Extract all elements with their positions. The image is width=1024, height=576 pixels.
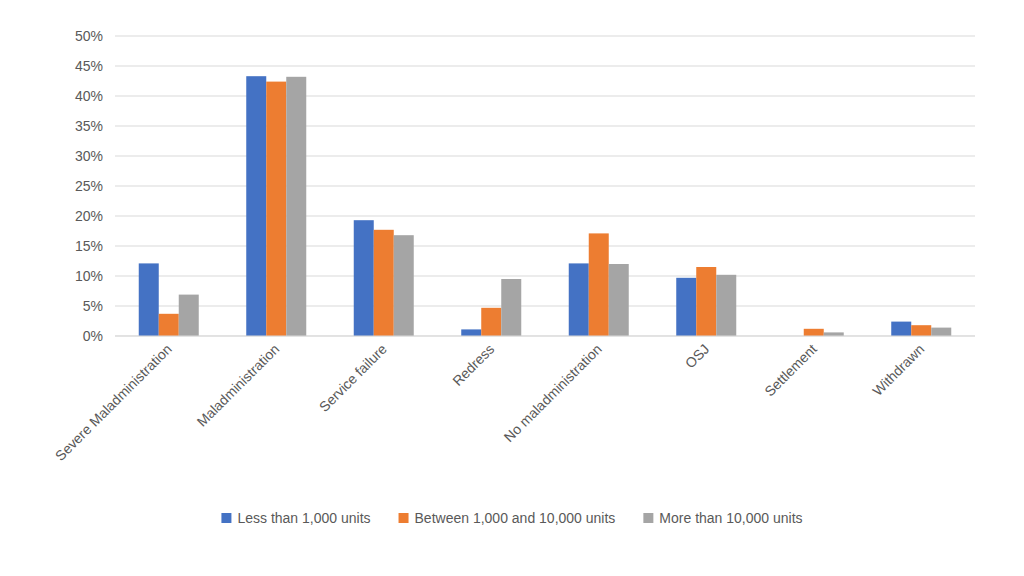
bar	[246, 76, 266, 336]
grid-line	[115, 336, 975, 337]
bar	[266, 82, 286, 336]
grid-line	[115, 276, 975, 277]
x-tick-label: OSJ	[682, 341, 713, 372]
y-tick-label: 30%	[75, 148, 103, 164]
bar	[139, 263, 159, 336]
y-tick-label: 5%	[83, 298, 103, 314]
bar	[159, 314, 179, 336]
grid-line	[115, 246, 975, 247]
grid-line	[115, 96, 975, 97]
legend-label: Less than 1,000 units	[237, 510, 370, 526]
x-tick-label: Severe Maladministration	[52, 341, 175, 464]
bar	[374, 230, 394, 336]
bar	[481, 308, 501, 336]
legend-swatch	[221, 513, 231, 523]
bar	[696, 267, 716, 336]
legend-swatch	[643, 513, 653, 523]
x-tick-label: No maladministration	[501, 341, 605, 445]
bar	[676, 278, 696, 336]
grid-line	[115, 186, 975, 187]
bar	[286, 77, 306, 336]
x-tick-label: Service failure	[316, 341, 390, 415]
y-tick-label: 35%	[75, 118, 103, 134]
bar	[716, 275, 736, 336]
y-tick-label: 0%	[83, 328, 103, 344]
bar	[354, 220, 374, 336]
bar	[931, 328, 951, 336]
bars	[139, 76, 952, 336]
x-axis	[115, 336, 975, 337]
bar	[569, 263, 589, 336]
bar	[891, 322, 911, 336]
grid-line	[115, 36, 975, 37]
bar	[609, 264, 629, 336]
bar	[804, 329, 824, 336]
legend: Less than 1,000 units Between 1,000 and 1…	[221, 510, 802, 526]
grid-line	[115, 156, 975, 157]
bar	[179, 295, 199, 336]
x-tick-label: Withdrawn	[869, 341, 927, 399]
bar	[589, 233, 609, 336]
x-tick-label: Maladministration	[193, 341, 282, 430]
bar	[911, 325, 931, 336]
bar	[394, 235, 414, 336]
bar	[461, 329, 481, 336]
grid-line	[115, 306, 975, 307]
y-tick-label: 10%	[75, 268, 103, 284]
legend-label: Between 1,000 and 10,000 units	[415, 510, 616, 526]
bar	[501, 279, 521, 336]
legend-label: More than 10,000 units	[659, 510, 802, 526]
y-tick-label: 15%	[75, 238, 103, 254]
legend-swatch	[399, 513, 409, 523]
y-tick-label: 45%	[75, 58, 103, 74]
x-tick-label: Redress	[449, 341, 497, 389]
y-tick-label: 20%	[75, 208, 103, 224]
grid-line	[115, 66, 975, 67]
grid-line	[115, 216, 975, 217]
y-tick-label: 25%	[75, 178, 103, 194]
chart: 0% 5% 10% 15% 20% 25% 30% 35% 40% 45% 50% Severe Ma…	[0, 0, 1024, 576]
grid-line	[115, 126, 975, 127]
y-tick-label: 50%	[75, 28, 103, 44]
y-tick-label: 40%	[75, 88, 103, 104]
x-tick-label: Settlement	[761, 341, 820, 400]
bar	[824, 332, 844, 336]
